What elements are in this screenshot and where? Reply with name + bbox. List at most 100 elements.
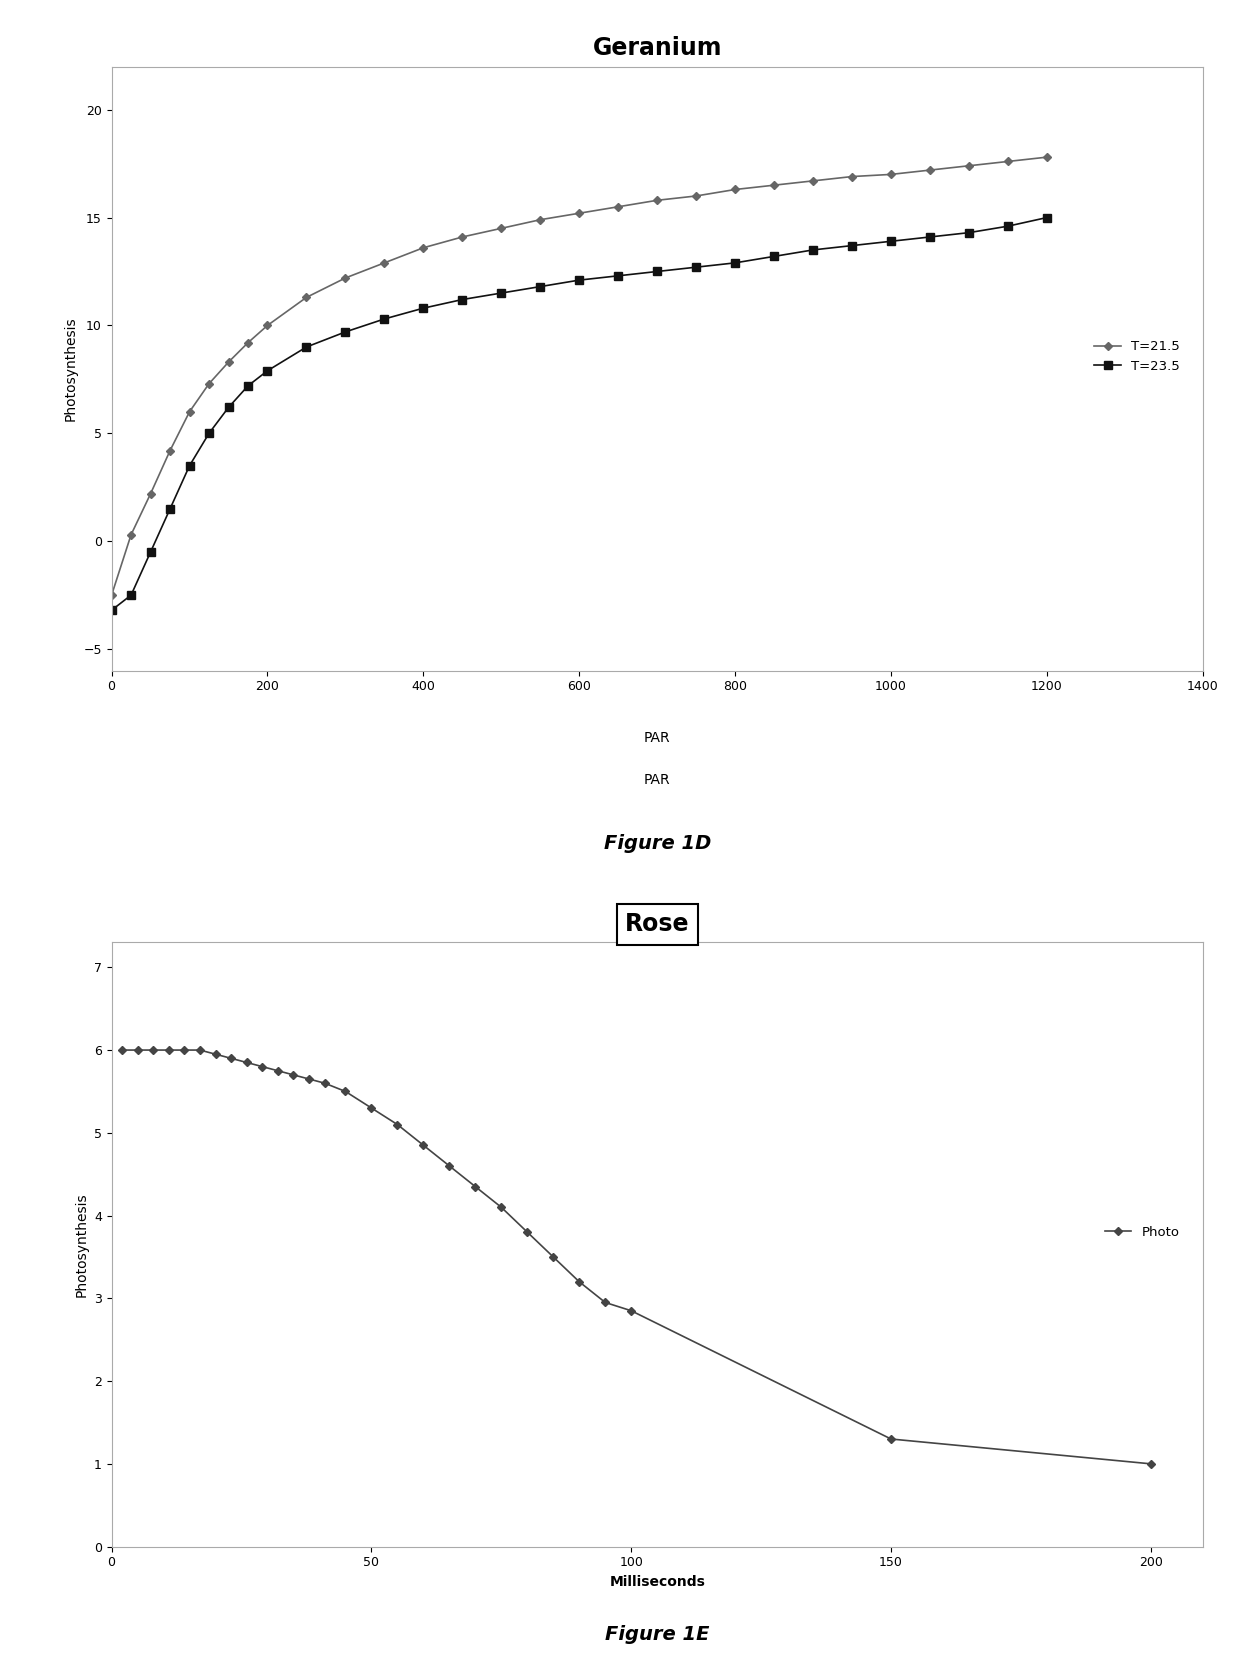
Photo xyxy=(223,1048,238,1068)
T=21.5 xyxy=(124,526,139,545)
T=23.5 xyxy=(415,298,430,318)
T=23.5 xyxy=(844,236,859,256)
T=23.5 xyxy=(162,499,177,519)
T=23.5 xyxy=(688,258,703,278)
T=21.5 xyxy=(455,226,470,246)
T=23.5 xyxy=(260,361,275,381)
Text: PAR: PAR xyxy=(644,773,671,787)
T=21.5 xyxy=(923,160,937,180)
T=23.5 xyxy=(124,585,139,605)
T=23.5 xyxy=(377,309,392,329)
Photo xyxy=(572,1272,587,1292)
T=23.5 xyxy=(299,338,314,358)
T=21.5 xyxy=(806,171,821,191)
T=23.5 xyxy=(884,231,899,251)
Title: Rose: Rose xyxy=(625,913,689,936)
T=21.5 xyxy=(766,175,781,195)
T=21.5 xyxy=(884,165,899,185)
Photo xyxy=(317,1073,332,1093)
T=21.5 xyxy=(182,402,197,422)
T=21.5 xyxy=(1001,151,1016,171)
T=21.5 xyxy=(221,353,236,373)
T=21.5 xyxy=(494,218,508,238)
T=21.5 xyxy=(572,203,587,223)
Y-axis label: Photosynthesis: Photosynthesis xyxy=(63,316,78,421)
T=21.5 xyxy=(143,484,157,504)
T=23.5 xyxy=(728,253,743,273)
T=21.5 xyxy=(688,186,703,206)
Text: Figure 1E: Figure 1E xyxy=(605,1625,709,1645)
T=21.5 xyxy=(339,268,353,288)
T=23.5 xyxy=(533,276,548,296)
T=23.5 xyxy=(961,223,976,243)
T=23.5 xyxy=(1039,208,1054,228)
Photo xyxy=(339,1081,353,1101)
Photo xyxy=(114,1039,129,1059)
Photo xyxy=(467,1177,482,1197)
T=21.5 xyxy=(650,190,665,210)
Line: T=21.5: T=21.5 xyxy=(108,155,1050,599)
Legend: Photo: Photo xyxy=(1100,1221,1185,1244)
Photo xyxy=(208,1044,223,1064)
Y-axis label: Photosynthesis: Photosynthesis xyxy=(74,1192,88,1297)
T=23.5 xyxy=(572,269,587,289)
Title: Geranium: Geranium xyxy=(593,37,722,60)
Photo xyxy=(884,1429,899,1448)
T=23.5 xyxy=(923,226,937,246)
Photo xyxy=(130,1039,145,1059)
T=23.5 xyxy=(104,600,119,620)
Photo xyxy=(255,1056,270,1076)
Photo xyxy=(520,1222,534,1242)
Photo xyxy=(1143,1453,1158,1473)
Photo xyxy=(301,1069,316,1089)
T=23.5 xyxy=(611,266,626,286)
Text: Figure 1D: Figure 1D xyxy=(604,833,711,853)
T=21.5 xyxy=(104,585,119,605)
T=21.5 xyxy=(162,441,177,461)
T=23.5 xyxy=(202,424,217,444)
Photo xyxy=(624,1300,639,1320)
T=23.5 xyxy=(806,239,821,259)
Line: Photo: Photo xyxy=(119,1048,1154,1467)
T=21.5 xyxy=(844,166,859,186)
T=21.5 xyxy=(1039,146,1054,166)
Photo xyxy=(286,1064,301,1084)
Photo xyxy=(192,1039,207,1059)
Photo xyxy=(389,1114,404,1134)
Photo xyxy=(177,1039,192,1059)
T=21.5 xyxy=(611,196,626,216)
Legend: T=21.5, T=23.5: T=21.5, T=23.5 xyxy=(1089,334,1185,378)
T=21.5 xyxy=(377,253,392,273)
T=23.5 xyxy=(221,397,236,417)
T=23.5 xyxy=(650,261,665,281)
Photo xyxy=(365,1098,379,1118)
Photo xyxy=(239,1053,254,1073)
Photo xyxy=(270,1061,285,1081)
T=23.5 xyxy=(339,323,353,343)
Photo xyxy=(146,1039,161,1059)
T=23.5 xyxy=(766,246,781,266)
T=23.5 xyxy=(241,376,255,396)
Photo xyxy=(598,1292,613,1312)
T=23.5 xyxy=(455,289,470,309)
Line: T=23.5: T=23.5 xyxy=(108,215,1050,614)
Photo xyxy=(494,1197,508,1217)
Photo xyxy=(415,1136,430,1156)
T=21.5 xyxy=(260,316,275,336)
Photo xyxy=(161,1039,176,1059)
T=21.5 xyxy=(241,333,255,353)
T=21.5 xyxy=(728,180,743,200)
Photo xyxy=(546,1247,560,1267)
T=21.5 xyxy=(202,374,217,394)
T=23.5 xyxy=(143,542,157,562)
T=23.5 xyxy=(1001,216,1016,236)
Photo xyxy=(441,1156,456,1176)
T=21.5 xyxy=(961,156,976,176)
T=21.5 xyxy=(299,288,314,308)
T=23.5 xyxy=(182,456,197,476)
T=21.5 xyxy=(415,238,430,258)
X-axis label: Milliseconds: Milliseconds xyxy=(609,1575,706,1588)
T=23.5 xyxy=(494,283,508,303)
T=21.5 xyxy=(533,210,548,229)
Text: PAR: PAR xyxy=(644,732,671,745)
